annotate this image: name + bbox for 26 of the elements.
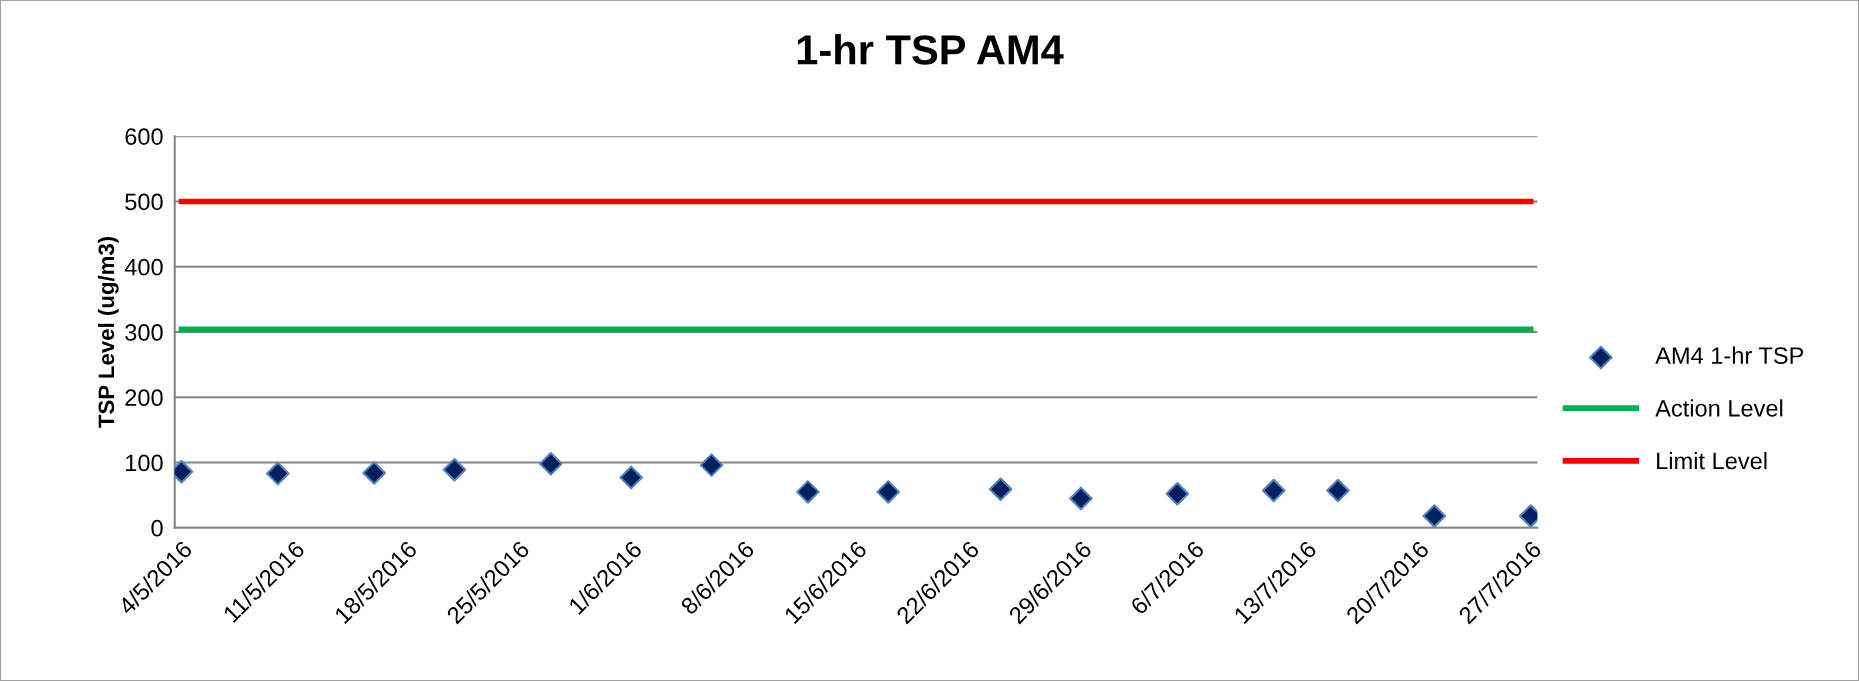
point [1261,478,1286,503]
y-tick-label: 0 [151,519,163,537]
legend-label: AM4 1-hr TSP [1655,346,1804,364]
y-tick-label: 600 [125,128,163,145]
legend-label: Action Level [1655,399,1783,417]
y-tick-label: 200 [125,389,163,407]
y-tick-label: 500 [125,193,163,211]
chart-title: 1-hr TSP AM4 [797,34,1064,65]
point [796,480,820,504]
point [362,461,386,485]
point [1069,486,1093,511]
point [442,457,467,482]
y-tick-label: 100 [126,454,163,472]
point [988,477,1013,502]
point [699,453,724,477]
point [876,480,900,504]
point [266,461,290,486]
y-tick-label: 400 [124,258,163,276]
point [1165,482,1190,506]
y-tick-label: 300 [125,324,163,341]
point [539,452,563,476]
point [1422,504,1447,528]
y-axis-title: TSP Level (ug/m3) [97,236,119,428]
legend-label: Limit Level [1657,452,1767,470]
point [619,465,643,490]
point [1326,478,1350,503]
